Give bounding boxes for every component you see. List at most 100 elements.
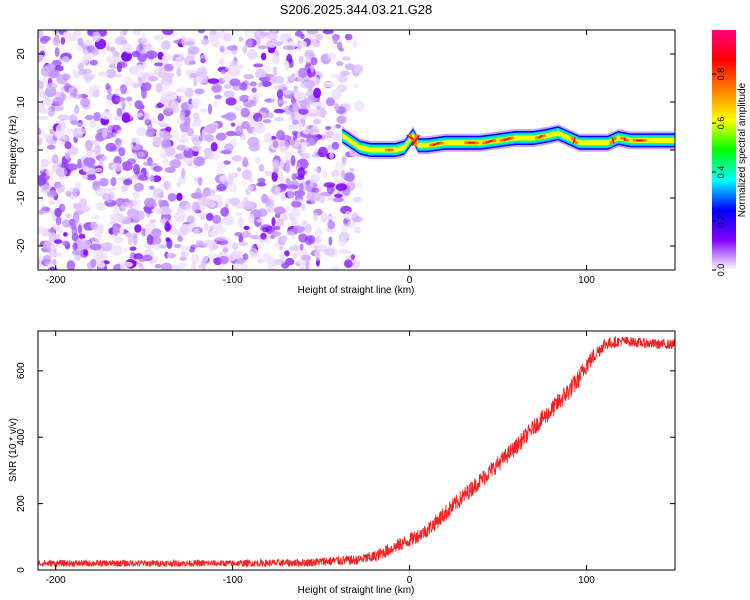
noise-blob [273, 225, 281, 231]
noise-blob [207, 103, 213, 115]
noise-blob [272, 66, 278, 77]
noise-blob [308, 135, 318, 146]
noise-blob [347, 220, 356, 229]
noise-blob [224, 143, 234, 152]
noise-blob [333, 102, 340, 110]
noise-blob [178, 52, 184, 60]
noise-blob [86, 73, 97, 78]
noise-blob [211, 214, 222, 224]
noise-blob [191, 121, 198, 128]
noise-blob [159, 66, 164, 72]
noise-blob [128, 65, 141, 76]
noise-blob [54, 47, 60, 58]
noise-blob [311, 199, 316, 205]
noise-blob [81, 238, 86, 245]
noise-blob [137, 151, 145, 158]
noise-blob [153, 35, 165, 41]
noise-blob [285, 178, 291, 185]
noise-blob [330, 73, 342, 79]
noise-blob [64, 141, 72, 150]
noise-blob [125, 231, 132, 238]
noise-blob [123, 248, 128, 253]
noise-blob [66, 260, 76, 270]
noise-blob [285, 257, 295, 266]
noise-blob [180, 251, 189, 258]
noise-blob [254, 156, 261, 165]
noise-blob [191, 201, 200, 213]
noise-blob [189, 246, 195, 253]
noise-blob [47, 189, 57, 198]
noise-blob [45, 169, 54, 177]
noise-blob [191, 145, 202, 152]
noise-blob [176, 192, 183, 201]
noise-blob [132, 191, 141, 199]
noise-blob [38, 52, 43, 63]
noise-blob [276, 89, 284, 99]
noise-blob [120, 202, 131, 210]
snr-y-axis: 0 200 400 600 [16, 362, 675, 573]
ridge-peak [538, 134, 543, 139]
noise-blob [96, 249, 103, 258]
noise-blob [83, 249, 88, 256]
noise-blob [271, 217, 276, 227]
noise-blob [292, 102, 298, 114]
noise-blob [301, 203, 306, 211]
noise-blob [218, 255, 229, 265]
noise-blob [134, 224, 142, 233]
noise-blob [99, 224, 104, 234]
noise-blob [284, 60, 290, 71]
noise-blob [125, 46, 133, 54]
noise-blob [239, 94, 250, 103]
noise-blob [201, 38, 210, 45]
noise-blob [341, 56, 351, 61]
noise-blob [205, 123, 217, 134]
noise-blob [180, 245, 191, 251]
noise-blob [141, 88, 147, 99]
noise-blob [340, 223, 349, 234]
noise-blob [176, 182, 181, 188]
noise-blob [55, 167, 68, 177]
noise-blob [330, 265, 341, 270]
noise-blob [52, 96, 64, 107]
noise-blob [134, 100, 143, 110]
noise-blob [312, 38, 321, 48]
noise-blob [161, 54, 174, 61]
noise-blob [223, 32, 232, 42]
noise-blob [281, 235, 288, 243]
ridge-peak [611, 137, 615, 144]
noise-blob [329, 152, 334, 159]
noise-blob [73, 93, 83, 100]
noise-blob [89, 119, 97, 128]
noise-blob [144, 119, 152, 126]
noise-blob [154, 62, 164, 67]
noise-blob [325, 215, 337, 220]
noise-blob [176, 67, 182, 78]
noise-blob [322, 169, 328, 179]
noise-blob [38, 136, 43, 146]
ridge-peak [572, 137, 576, 144]
noise-blob [40, 164, 45, 172]
noise-blob [136, 127, 147, 137]
noise-blob [253, 63, 264, 68]
snr-y-tick-label: 0 [16, 567, 27, 573]
noise-blob [215, 236, 227, 241]
noise-blob [335, 178, 344, 185]
spectrogram-y-label: Frequency (Hz) [8, 116, 19, 185]
noise-blob [231, 251, 243, 260]
noise-blob [167, 193, 177, 202]
noise-blob [77, 224, 82, 235]
noise-blob [67, 163, 78, 171]
noise-blob [38, 259, 42, 269]
noise-blob [284, 151, 290, 161]
noise-blob [180, 225, 188, 236]
noise-blob [275, 218, 285, 227]
spectrogram-noise [38, 30, 365, 270]
noise-blob [57, 114, 70, 121]
noise-blob [313, 167, 321, 173]
noise-blob [343, 172, 355, 182]
noise-blob [265, 64, 271, 74]
noise-blob [74, 104, 80, 115]
noise-blob [184, 202, 192, 213]
noise-blob [252, 128, 257, 136]
noise-blob [232, 242, 238, 251]
